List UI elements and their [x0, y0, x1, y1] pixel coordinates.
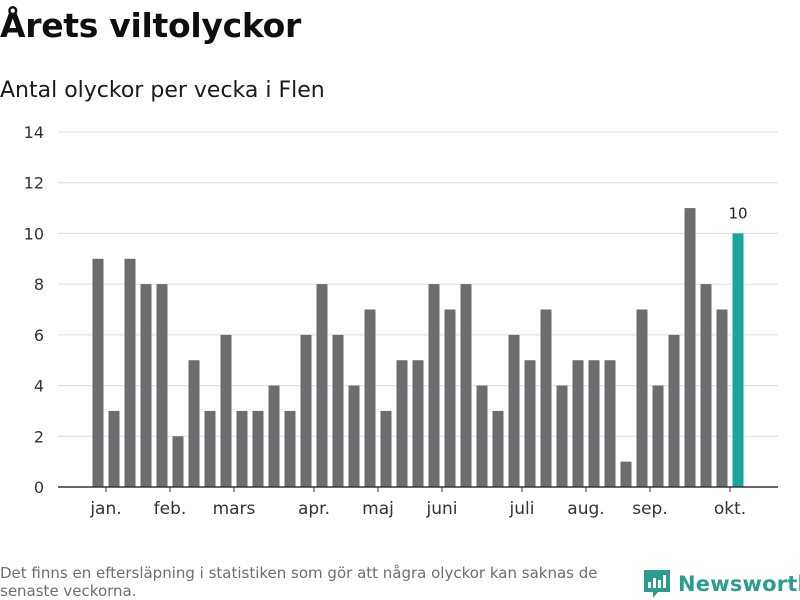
bar — [732, 233, 744, 487]
bar — [556, 385, 568, 487]
x-tick-label: feb. — [154, 499, 187, 519]
x-tick-label: juli — [509, 499, 535, 519]
bar — [652, 385, 664, 487]
footnote: Det finns en eftersläpning i statistiken… — [0, 564, 598, 600]
y-tick-label: 4 — [34, 377, 44, 396]
y-axis-tick-labels: 0 2 4 6 8 10 12 14 — [24, 123, 44, 497]
bar — [348, 385, 360, 487]
chart-title: Årets viltolyckor — [0, 6, 301, 45]
bar — [268, 385, 280, 487]
bar — [508, 334, 520, 487]
bar — [124, 258, 136, 487]
bar — [700, 284, 712, 487]
x-tick-label: mars — [213, 499, 256, 519]
brand-logo[interactable]: Newsworthy — [644, 570, 800, 598]
data-labels: 10 — [728, 204, 747, 222]
bar — [604, 360, 616, 487]
x-tick-label: apr. — [298, 499, 330, 519]
y-tick-label: 8 — [34, 275, 44, 294]
bar — [220, 334, 232, 487]
bar — [300, 334, 312, 487]
bar — [140, 284, 152, 487]
y-tick-label: 2 — [34, 427, 44, 446]
bar — [524, 360, 536, 487]
bar — [412, 360, 424, 487]
bar — [460, 284, 472, 487]
bar — [332, 334, 344, 487]
bar — [316, 284, 328, 487]
bars — [92, 208, 744, 488]
grid-lines — [58, 131, 778, 437]
bar — [668, 334, 680, 487]
bar — [252, 410, 264, 487]
bar — [108, 410, 120, 487]
y-tick-label: 14 — [24, 123, 44, 142]
bar — [428, 284, 440, 487]
bar — [172, 436, 184, 487]
newsworthy-logo-icon — [644, 570, 670, 598]
bar — [364, 309, 376, 487]
y-tick-label: 0 — [34, 478, 44, 497]
brand-name: Newsworthy — [678, 572, 800, 596]
y-tick-label: 6 — [34, 326, 44, 345]
bar — [684, 208, 696, 488]
bar — [716, 309, 728, 487]
bar — [92, 258, 104, 487]
data-label: 10 — [728, 204, 747, 222]
bar — [492, 410, 504, 487]
x-tick-label: sep. — [632, 499, 668, 519]
bar — [588, 360, 600, 487]
bar — [540, 309, 552, 487]
bar — [620, 461, 632, 487]
y-tick-label: 12 — [24, 174, 44, 193]
bar — [236, 410, 248, 487]
bar — [396, 360, 408, 487]
bar — [284, 410, 296, 487]
bar — [444, 309, 456, 487]
x-tick-label: juni — [426, 499, 458, 519]
bar — [476, 385, 488, 487]
chart-subtitle: Antal olyckor per vecka i Flen — [0, 78, 325, 103]
bar — [636, 309, 648, 487]
x-tick-label: okt. — [714, 499, 746, 519]
bar-chart: 0 2 4 6 8 10 12 14 jan. feb. mars apr. maj juni juli a… — [24, 123, 778, 519]
bar — [572, 360, 584, 487]
bar — [156, 284, 168, 487]
bar — [188, 360, 200, 487]
bar — [380, 410, 392, 487]
x-tick-label: jan. — [89, 499, 121, 519]
bar — [204, 410, 216, 487]
y-tick-label: 10 — [24, 224, 44, 243]
x-axis-tick-labels: jan. feb. mars apr. maj juni juli aug. sep. okt. — [89, 487, 746, 519]
x-tick-label: aug. — [567, 499, 604, 519]
x-tick-label: maj — [362, 499, 394, 519]
